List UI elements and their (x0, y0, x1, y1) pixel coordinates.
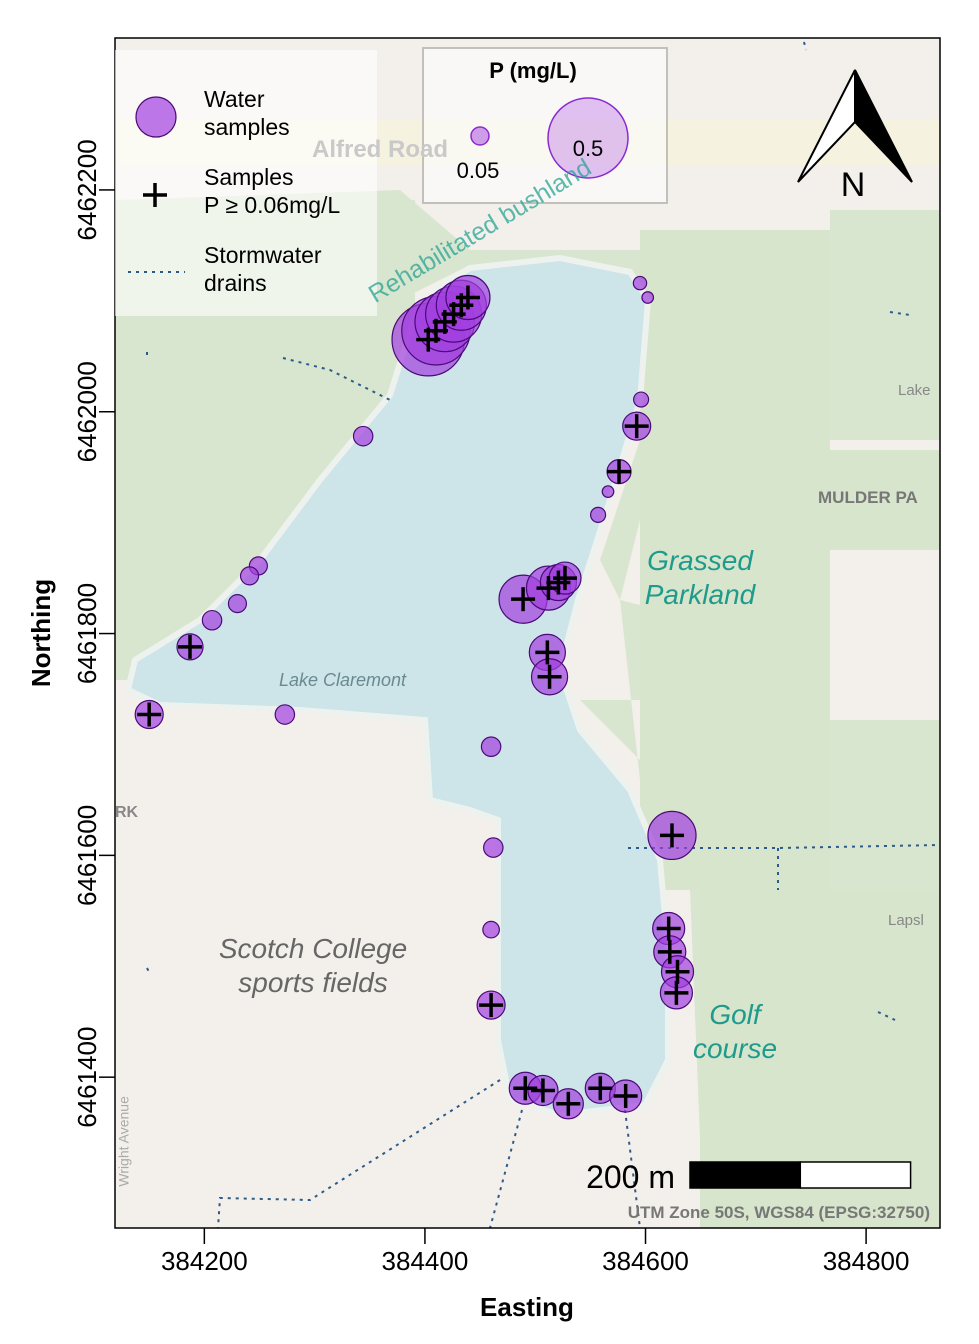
threshold-marker (665, 959, 690, 984)
basemap (115, 38, 940, 1228)
y-tick-label: 6462000 (72, 361, 102, 462)
threshold-marker (656, 916, 681, 941)
legend-key (135, 96, 177, 138)
x-axis-title: Easting (480, 1292, 574, 1322)
sample-point (352, 425, 374, 447)
size-legend-label: 0.05 (457, 158, 500, 183)
scale-bar-label: 200 m (586, 1159, 675, 1195)
threshold-marker (624, 414, 649, 439)
parkland (830, 450, 940, 550)
threshold-marker (659, 823, 684, 848)
size-legend-circle (470, 126, 490, 146)
north-arrow (797, 69, 913, 183)
map-label: RK (115, 804, 139, 821)
road-label: Alfred Road (312, 136, 449, 163)
area-label: Golf course (692, 999, 778, 1064)
threshold-marker (535, 640, 560, 665)
size-legend-label: 0.5 (573, 136, 604, 161)
legend-label: Samples P ≥ 0.06mg/L (204, 164, 341, 218)
sample-point (274, 704, 296, 725)
scale-bar (689, 1161, 802, 1189)
threshold-marker (479, 993, 504, 1018)
area-label: Grassed Parkland (644, 545, 756, 610)
x-tick-label: 384600 (602, 1246, 689, 1276)
x-tick-label: 384400 (382, 1246, 469, 1276)
threshold-marker (530, 1078, 555, 1103)
lake-label: Lake Claremont (278, 670, 407, 690)
legend-plus-key (143, 183, 167, 207)
threshold-marker (556, 1091, 581, 1116)
threshold-marker (511, 587, 536, 612)
crs-label: UTM Zone 50S, WGS84 (EPSG:32750) (628, 1203, 930, 1222)
legend-label: Stormwater drains (204, 242, 322, 296)
legend-label: Water samples (204, 86, 290, 140)
area-label: Scotch College sports fields (218, 933, 408, 998)
sample-point (601, 485, 615, 498)
sample-point (633, 391, 650, 408)
y-tick-label: 6461800 (72, 583, 102, 684)
sample-point (641, 291, 655, 304)
size-legend-title: P (mg/L) (489, 58, 577, 83)
threshold-marker (613, 1084, 638, 1109)
road-label: Wright Avenue (115, 1096, 132, 1187)
parkland (640, 230, 830, 890)
sample-point (227, 594, 248, 614)
sample-point (632, 275, 648, 291)
sample-point (239, 566, 260, 586)
legend-box (115, 50, 377, 316)
map-label: MULDER PA (818, 488, 918, 507)
y-axis-title: Northing (26, 579, 56, 687)
y-tick-label: 6461600 (72, 805, 102, 906)
sample-point (590, 506, 607, 523)
y-tick-label: 6462200 (72, 139, 102, 240)
threshold-marker (513, 1076, 538, 1101)
x-tick-label: 384800 (823, 1246, 910, 1276)
threshold-marker (178, 634, 202, 659)
threshold-marker (588, 1076, 613, 1101)
threshold-marker (664, 980, 689, 1005)
sample-point (482, 920, 500, 939)
threshold-marker (137, 702, 162, 727)
north-label: N (841, 166, 866, 204)
threshold-marker (607, 459, 632, 484)
threshold-marker (537, 664, 562, 689)
threshold-marker (536, 576, 561, 601)
size-legend-box (422, 47, 668, 204)
threshold-marker (553, 566, 577, 591)
map-label: Lake (898, 382, 931, 399)
sample-point (201, 609, 223, 631)
y-tick-label: 6461400 (72, 1027, 102, 1128)
threshold-marker (455, 285, 480, 310)
sample-point (483, 837, 504, 858)
x-tick-label: 384200 (161, 1246, 248, 1276)
sample-point (480, 736, 502, 757)
threshold-marker (657, 939, 682, 964)
threshold-markers (137, 285, 690, 1116)
map-label: Lapsl (888, 912, 924, 929)
size-legend-circle (547, 97, 629, 179)
scale-bar (799, 1161, 912, 1189)
